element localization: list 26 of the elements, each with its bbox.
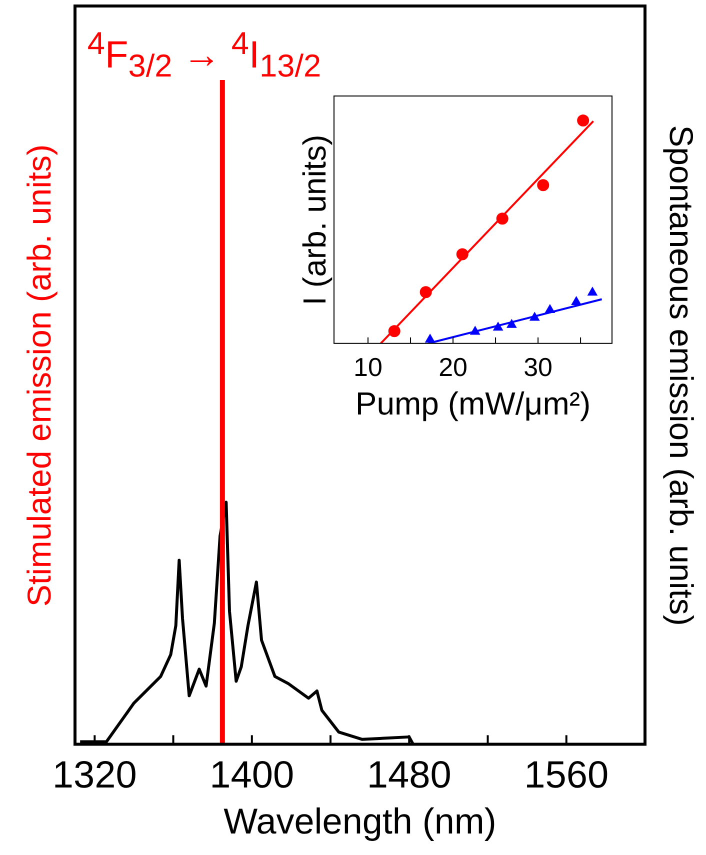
x-tick-label: 1400 bbox=[210, 754, 294, 796]
y-axis-title: Stimulated emission (arb. units) bbox=[20, 144, 58, 606]
point bbox=[544, 304, 556, 313]
point bbox=[456, 248, 468, 260]
point bbox=[420, 286, 432, 298]
x-tick-label: 1560 bbox=[524, 754, 609, 796]
point bbox=[496, 212, 508, 225]
y2-axis-title: Spontaneous emission (arb. units) bbox=[662, 124, 700, 626]
point bbox=[587, 286, 598, 296]
x-tick-label: 1320 bbox=[52, 754, 137, 796]
point bbox=[424, 334, 436, 343]
x-axis-title: Wavelength (nm) bbox=[224, 800, 496, 842]
x-tick-label: 10 bbox=[354, 352, 382, 382]
point bbox=[470, 326, 480, 335]
point bbox=[529, 312, 540, 321]
point bbox=[577, 114, 590, 127]
x-tick-label: 20 bbox=[438, 352, 468, 382]
x-tick-label: 1480 bbox=[366, 754, 452, 796]
x-axis-title: Pump (mW/μm²) bbox=[355, 386, 591, 422]
point bbox=[506, 318, 517, 328]
point bbox=[492, 322, 504, 331]
x-tick-label: 30 bbox=[524, 352, 552, 382]
point bbox=[537, 179, 550, 192]
point bbox=[571, 296, 582, 305]
ref-line-label: $^{4}$F$_{3/2}$ → $^{4}$I$_{13/2}$ bbox=[87, 25, 322, 84]
y-axis-title: I (arb. units) bbox=[296, 134, 332, 306]
